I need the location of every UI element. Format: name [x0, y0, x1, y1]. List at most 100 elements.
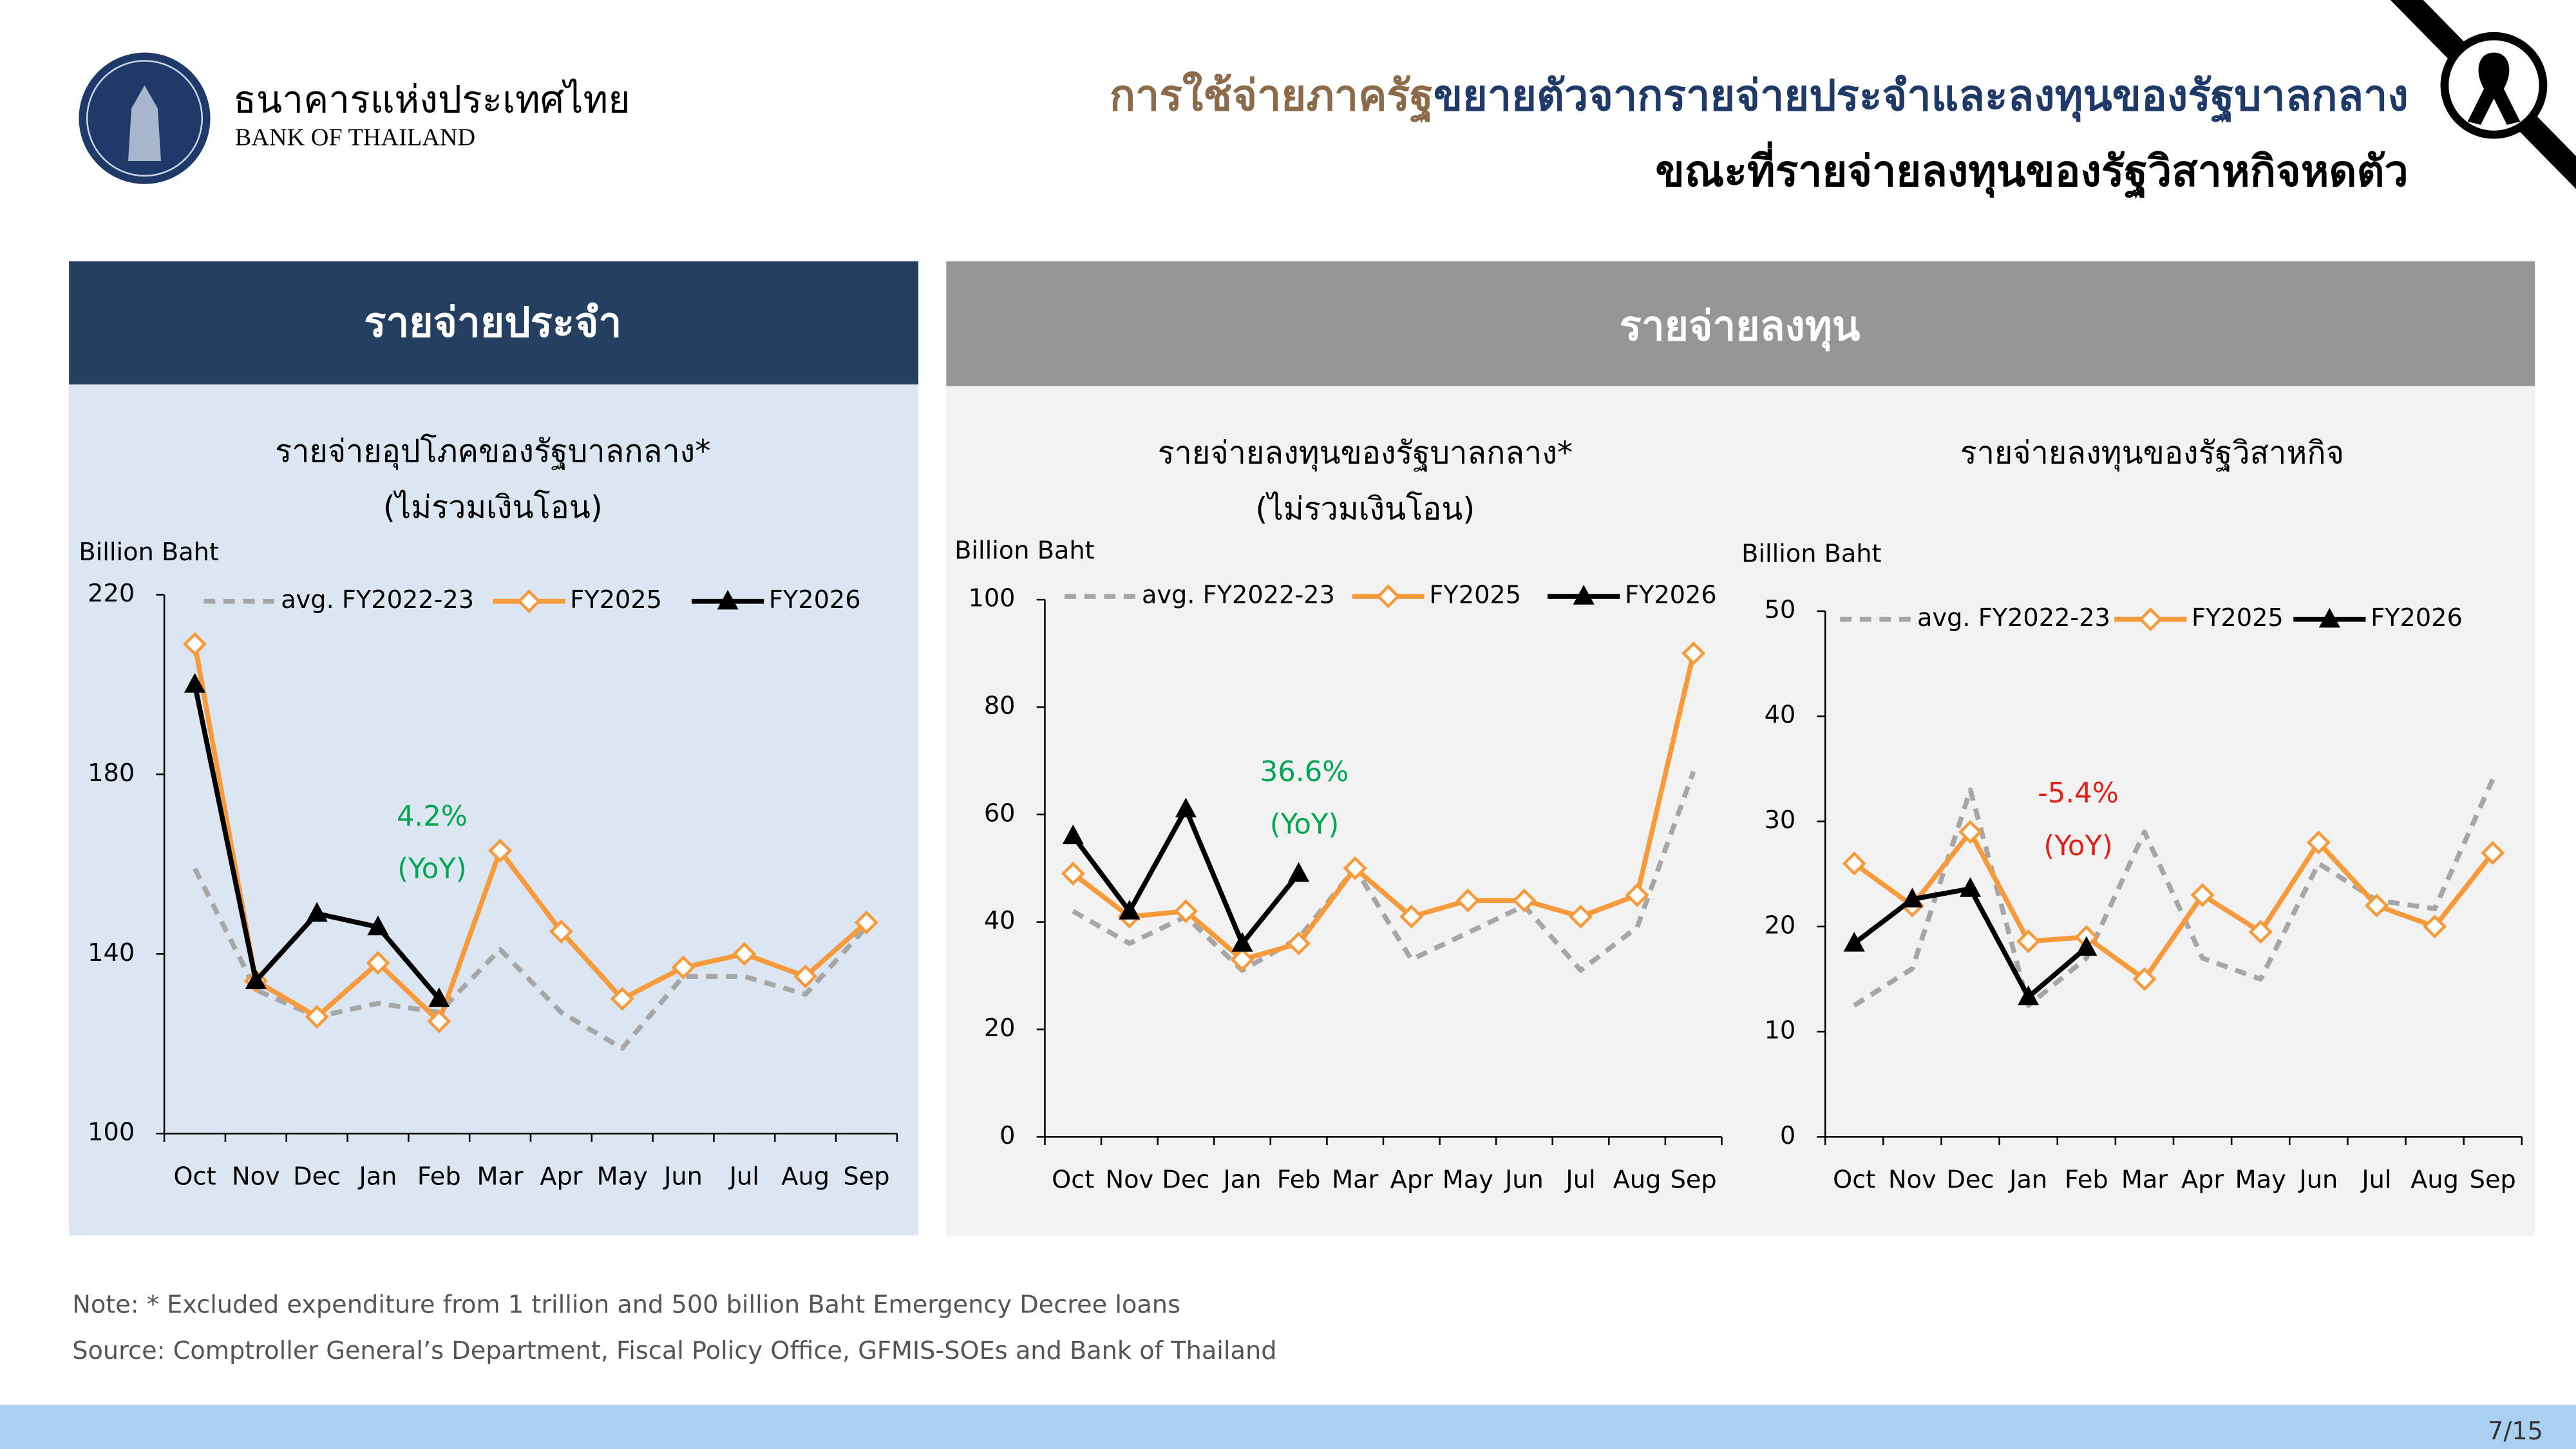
point-marker — [1287, 931, 1311, 956]
point-marker — [1175, 797, 1197, 818]
y-tick-label: 220 — [88, 579, 135, 608]
slide-title: การใช้จ่ายภาครัฐขยายตัวจากรายจ่ายประจำแล… — [1110, 70, 2409, 123]
x-tick-label: Jun — [663, 1162, 703, 1191]
y-axis-label: Billion Baht — [1741, 540, 1881, 569]
point-marker — [1230, 947, 1255, 972]
point-marker — [2190, 883, 2215, 907]
point-marker — [1288, 862, 1310, 882]
y-axis-label: Billion Baht — [79, 538, 218, 567]
legend-label: FY2025 — [570, 585, 662, 614]
point-marker — [610, 987, 634, 1011]
point-marker — [2018, 985, 2040, 1005]
x-tick-label: May — [2235, 1166, 2286, 1195]
x-tick-label: Sep — [1671, 1166, 1717, 1195]
point-marker — [1173, 899, 1198, 923]
point-marker — [2423, 914, 2447, 939]
chart-title: รายจ่ายลงทุนของรัฐวิสาหกิจ — [1960, 435, 2344, 472]
y-tick-label: 40 — [984, 906, 1016, 935]
x-tick-label: Jul — [728, 1162, 759, 1191]
y-tick-label: 100 — [969, 584, 1016, 613]
x-tick-label: Oct — [173, 1162, 216, 1191]
y-tick-label: 30 — [1765, 806, 1796, 835]
point-marker — [306, 902, 328, 922]
y-tick-label: 140 — [88, 938, 135, 967]
legend-label: avg. FY2022-23 — [1142, 581, 1335, 610]
chart-title: รายจ่ายลงทุนของรัฐบาลกลาง* — [1158, 435, 1573, 472]
point-marker — [2132, 967, 2157, 991]
x-tick-label: Dec — [1947, 1166, 1994, 1195]
point-marker — [1399, 904, 1424, 929]
point-marker — [1455, 888, 1480, 913]
y-tick-label: 100 — [88, 1118, 135, 1147]
x-tick-label: Oct — [1052, 1166, 1094, 1195]
legend-marker — [1573, 585, 1595, 605]
annotation: (YoY) — [2043, 830, 2113, 862]
logo-figure — [128, 85, 161, 161]
x-tick-label: May — [1443, 1166, 1493, 1195]
point-marker — [1568, 904, 1593, 929]
annotation: 4.2% — [397, 800, 468, 833]
chart-subtitle: (ไม่รวมเงินโอน) — [1255, 491, 1475, 527]
y-tick-label: 180 — [88, 759, 135, 788]
point-marker — [1681, 641, 1706, 666]
point-marker — [182, 632, 207, 656]
page-number: 7/15 — [2488, 1417, 2543, 1446]
x-tick-label: Dec — [293, 1162, 341, 1191]
panel-body — [946, 386, 2535, 1236]
y-tick-label: 50 — [1765, 595, 1796, 624]
x-tick-label: Mar — [477, 1162, 523, 1191]
y-tick-label: 0 — [1780, 1121, 1795, 1150]
x-tick-label: Oct — [1833, 1166, 1875, 1195]
legend-label: FY2025 — [2192, 603, 2284, 632]
x-tick-label: Apr — [1390, 1166, 1433, 1195]
point-marker — [305, 1005, 329, 1029]
legend-label: avg. FY2022-23 — [1917, 603, 2110, 632]
legend-label: avg. FY2022-23 — [281, 585, 474, 614]
x-tick-label: Nov — [232, 1162, 280, 1191]
point-marker — [671, 955, 696, 980]
point-marker — [1901, 887, 1923, 908]
y-tick-label: 20 — [984, 1014, 1016, 1043]
point-marker — [1625, 883, 1649, 907]
ribbon — [2467, 52, 2521, 125]
x-tick-label: Apr — [2181, 1166, 2224, 1195]
bank-name-en: BANK OF THAILAND — [235, 124, 475, 151]
x-tick-label: Feb — [2065, 1166, 2108, 1195]
annotation: 36.6% — [1260, 756, 1349, 788]
x-tick-label: Aug — [1613, 1166, 1662, 1195]
x-tick-label: Jan — [1222, 1166, 1262, 1195]
point-marker — [427, 1009, 451, 1034]
legend-label: FY2026 — [1625, 581, 1717, 610]
y-tick-label: 80 — [984, 691, 1016, 720]
point-marker — [2481, 840, 2505, 866]
x-tick-label: May — [597, 1162, 648, 1191]
point-marker — [1958, 820, 1983, 844]
series-line — [192, 643, 868, 1024]
series-line — [1853, 778, 2496, 1009]
x-tick-label: Nov — [1888, 1166, 1937, 1195]
x-tick-label: Aug — [2410, 1166, 2459, 1195]
annotation: (YoY) — [1270, 809, 1340, 841]
legend-label: FY2026 — [2371, 603, 2463, 632]
point-marker — [1843, 932, 1865, 952]
x-tick-label: Jun — [2298, 1166, 2338, 1195]
point-marker — [1959, 877, 1982, 897]
x-tick-label: Dec — [1162, 1166, 1209, 1195]
title-rest: ขยายตัวจากรายจ่ายประจำและลงทุนของรัฐบาลก… — [1434, 70, 2409, 123]
footer-bar — [0, 1405, 2576, 1449]
panel-body — [69, 384, 919, 1236]
source: Source: Comptroller General’s Department… — [72, 1336, 1276, 1365]
point-marker — [2248, 920, 2273, 944]
point-marker — [2364, 893, 2389, 918]
annotation: -5.4% — [2038, 777, 2119, 810]
ribbon-icon — [2390, 0, 2576, 189]
title-highlight: การใช้จ่ายภาครัฐ — [1110, 70, 1434, 123]
point-marker — [367, 915, 389, 936]
chart-subtitle: (ไม่รวมเงินโอน) — [383, 489, 603, 526]
panel-header — [69, 261, 919, 384]
legend-marker — [2138, 607, 2163, 632]
x-tick-label: Mar — [2121, 1166, 2168, 1195]
point-marker — [2306, 830, 2331, 855]
y-axis-label: Billion Baht — [954, 536, 1094, 565]
